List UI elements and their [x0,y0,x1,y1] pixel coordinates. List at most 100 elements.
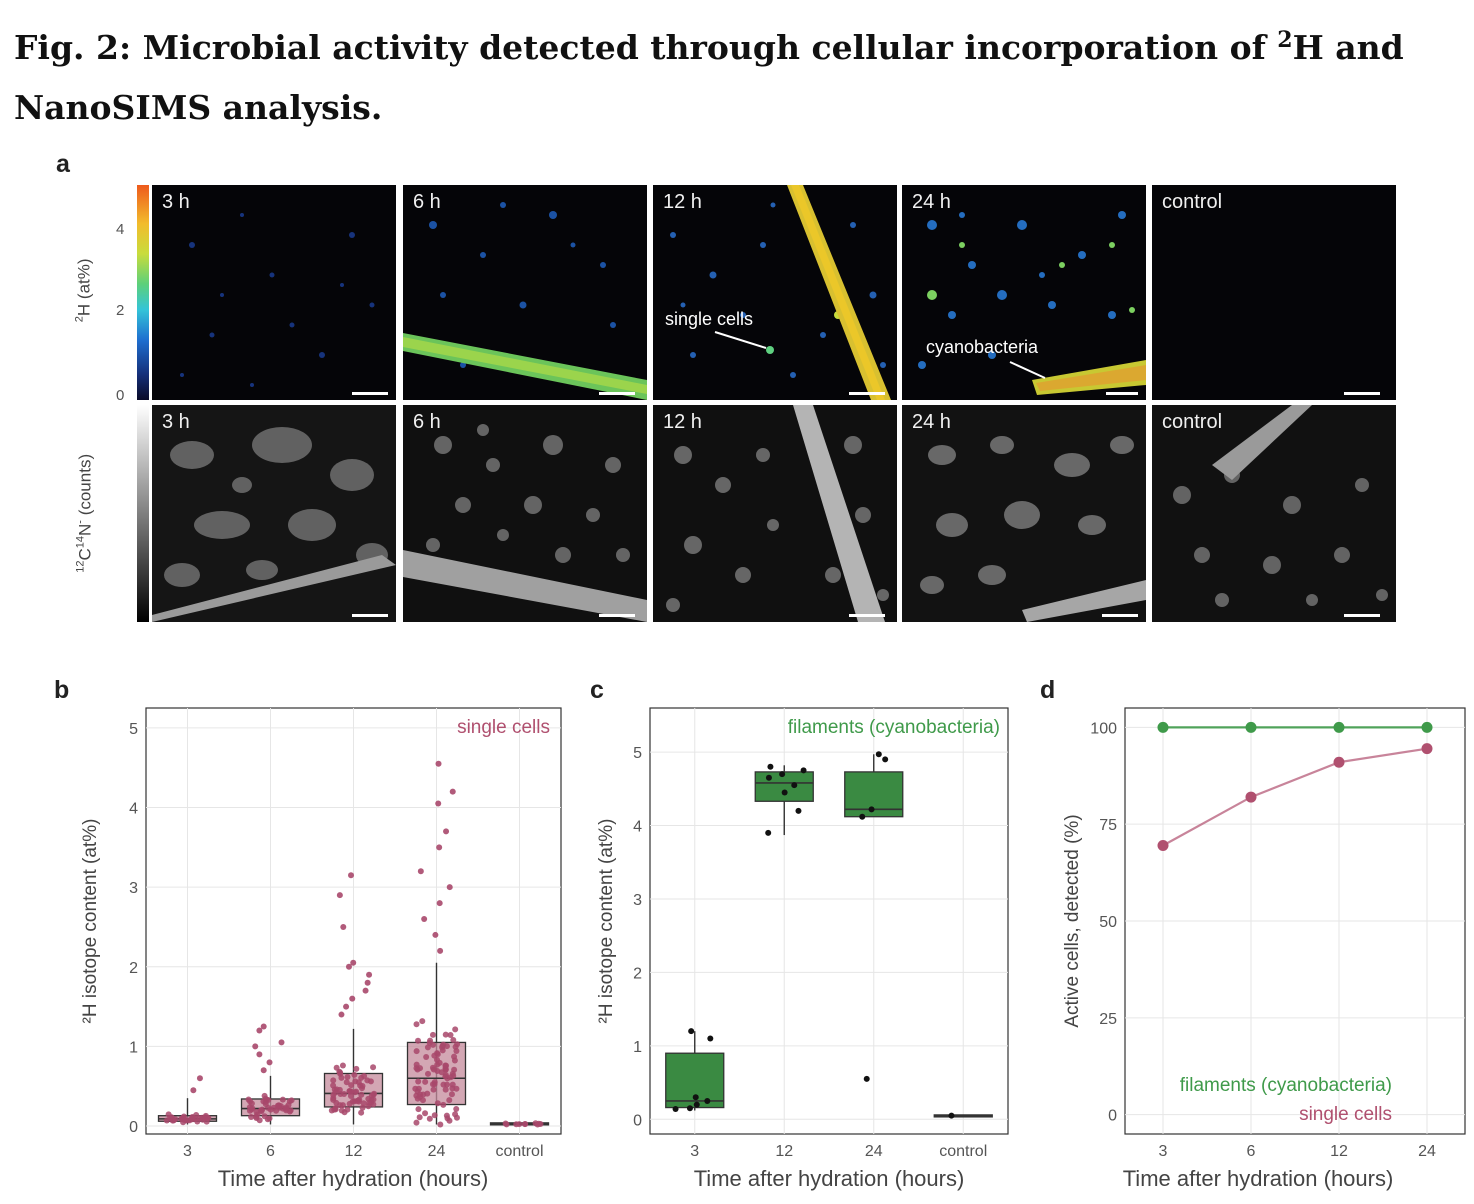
data-point [415,1106,422,1113]
data-point [348,1082,355,1089]
series-line [1162,747,1428,847]
title-text-end: H and NanoSIMS analysis. [14,28,1404,127]
series-point [1333,721,1345,733]
tile-label: 3 h [162,191,190,213]
x-tick-label: 12 [775,1143,793,1160]
nanosims-2h-control: control [1152,185,1396,400]
data-point [431,1112,438,1119]
data-point [443,1062,450,1069]
box [754,771,814,802]
data-point [430,1086,437,1093]
colorbar-tick: 2 [116,302,125,319]
outlier-point [449,788,456,795]
x-axis-ticks: 3 6 12 24 [1159,1143,1436,1160]
nanosims-2h-3h: 3 h [152,185,396,400]
data-point [450,1072,457,1079]
data-point [413,1061,420,1068]
data-point [288,1097,295,1104]
data-point [532,1120,539,1127]
data-point [189,1113,196,1120]
data-point [349,1098,356,1105]
data-point [364,1077,371,1084]
data-point [707,1035,714,1042]
data-point [366,1099,373,1106]
data-point [260,1098,267,1105]
x-tick-label: 3 [183,1143,192,1160]
data-point [339,1062,346,1069]
y-tick-label: 0 [129,1119,138,1136]
outlier-point [435,760,442,767]
colorbar-2h-title: 2H (at%) [73,258,94,323]
data-point [439,1047,446,1054]
data-point [704,1097,711,1104]
series-point [1333,756,1345,768]
colorbar-counts-title: 12C14N- (counts) [74,453,95,573]
data-point [522,1121,529,1128]
outlier-point [432,931,439,938]
x-tick-label: 24 [428,1143,446,1160]
data-point [339,1102,346,1109]
y-tick-label: 100 [1090,720,1117,737]
data-point [330,1077,337,1084]
y-axis-ticks: 0 1 2 3 4 5 [129,721,138,1136]
data-point [875,751,882,758]
outlier-point [196,1075,203,1082]
series-point [1157,721,1169,733]
outlier-point [366,971,373,978]
data-point [357,1082,364,1089]
data-point [279,1096,286,1103]
data-point [686,1105,693,1112]
data-point [446,1117,453,1124]
data-point [413,1119,420,1126]
outlier-point [343,1003,350,1010]
outlier-point [436,900,443,907]
data-point [436,1059,443,1066]
data-point [275,1102,282,1109]
tile-label: control [1162,411,1223,433]
data-point [765,829,772,836]
y-axis-label: ²H isotope content (at%) [80,819,101,1024]
data-point [167,1114,174,1121]
data-point [356,1096,363,1103]
x-axis-ticks: 3 12 24 control [690,1143,987,1160]
data-point [442,1031,449,1038]
data-point [442,1071,449,1078]
data-point [440,1081,447,1088]
x-axis-label: Time after hydration (hours) [694,1166,965,1191]
figure-title: Fig. 2: Microbial activity detected thro… [14,10,1464,138]
data-point [868,806,875,813]
title-text: Fig. 2: Microbial activity detected thro… [14,28,1278,67]
data-point [451,1057,458,1064]
data-point [413,1021,420,1028]
data-point [370,1064,377,1071]
legend-filaments: filaments (cyanobacteria) [1180,1075,1392,1096]
data-point [337,1070,344,1077]
data-point [253,1113,260,1120]
data-point [423,1054,430,1061]
outlier-point [260,1067,267,1074]
data-point [415,1037,422,1044]
colorbar-tick: 4 [116,221,125,238]
panel-b-label: b [54,676,70,704]
y-tick-label: 4 [633,819,642,836]
data-point [450,1036,457,1043]
data-point [344,1106,351,1113]
data-point [781,789,788,796]
data-point [791,782,798,789]
x-tick-label: 24 [865,1143,883,1160]
data-point [352,1078,359,1085]
data-point [343,1079,350,1086]
data-point [446,1097,453,1104]
panel-d-label: d [1040,676,1056,704]
data-point [693,1101,700,1108]
x-tick-label: 3 [690,1143,699,1160]
y-tick-label: 4 [129,801,138,818]
data-point [412,1085,419,1092]
data-point [358,1091,365,1098]
x-axis-label: Time after hydration (hours) [218,1166,489,1191]
data-point [248,1114,255,1121]
data-point [261,1113,268,1120]
x-axis-label: Time after hydration (hours) [1123,1166,1394,1191]
outlier-point [260,1023,267,1030]
